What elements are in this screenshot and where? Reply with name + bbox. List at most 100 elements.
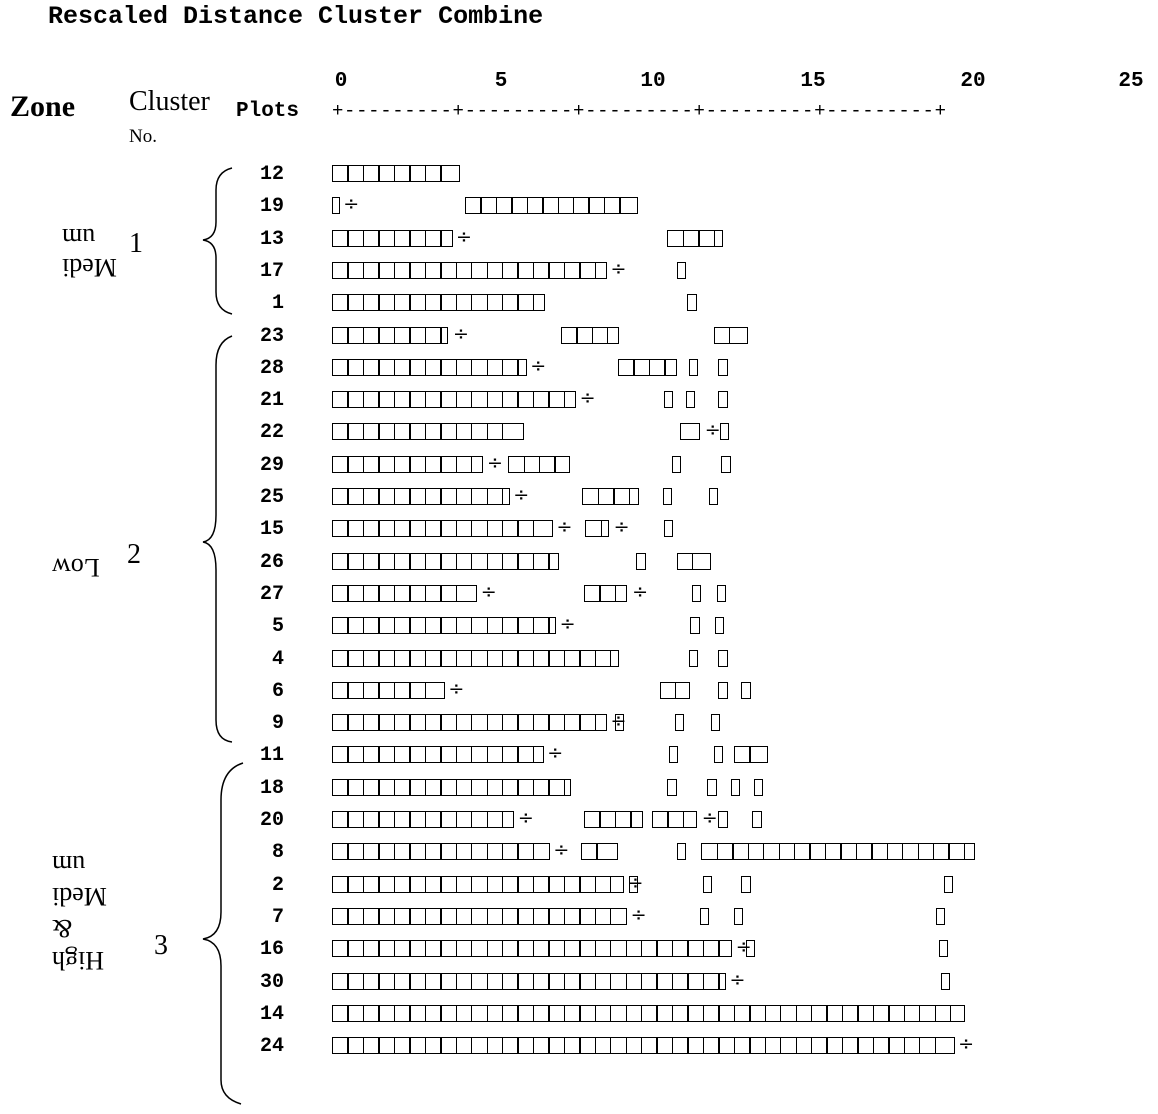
cell-divider [613,488,615,505]
cell-divider [641,972,643,990]
cell-divider [347,811,349,828]
cell-divider [501,552,504,570]
cell-divider [378,1004,380,1022]
cell-divider [610,1004,612,1022]
dendrogram-row [332,549,1132,575]
cell-divider [532,391,535,409]
cell-divider [424,811,427,828]
cell-divider [501,972,504,990]
plot-label: 26 [259,550,284,574]
cell-divider [594,1004,597,1022]
cell-divider [486,391,488,409]
divide-sign: ÷ [480,580,497,603]
cell-divider [440,714,442,732]
cell-divider [440,358,442,376]
plot-label: 5 [271,615,284,639]
cell-divider [393,972,396,990]
cell-divider [440,811,442,828]
cell-divider [656,1004,658,1022]
cell-divider [532,875,535,893]
dendrogram-segment [332,391,577,409]
cell-divider [778,843,780,861]
dendrogram-segment [753,778,764,796]
cell-divider [455,1037,457,1055]
cell-divider [747,843,749,861]
cell-divider [501,488,504,505]
cell-divider [667,811,669,828]
cell-divider [424,165,427,182]
cell-divider [393,617,396,635]
cell-divider [486,488,488,505]
cell-divider [501,617,504,635]
dendrogram-row [332,775,1132,801]
plot-label: 20 [259,809,284,832]
dendrogram-segment [628,875,638,893]
cell-divider [486,972,488,990]
cell-divider [840,843,842,861]
cell-divider [393,294,396,312]
cell-divider [440,165,442,182]
dendrogram-segment [676,261,686,279]
cell-divider [501,423,504,441]
cell-divider [517,520,519,538]
plot-label: 27 [259,582,284,606]
cell-divider [826,1004,828,1022]
cell-divider [597,488,600,505]
dendrogram-segment [719,423,730,441]
cell-divider [440,391,442,409]
cell-divider [517,552,519,570]
cell-divider [362,940,365,958]
cell-divider [362,294,365,312]
cell-divider [563,391,566,409]
cell-divider [826,1037,828,1055]
dendrogram-segment [674,714,685,732]
cell-divider [455,391,457,409]
cell-divider [440,972,442,990]
dendrogram-row [332,290,1132,316]
cell-divider [713,229,715,247]
cell-divider [641,1037,643,1055]
cell-divider [594,714,597,732]
cell-divider [393,520,396,538]
cell-divider [664,358,666,376]
cell-divider [347,520,349,538]
cell-divider [471,778,473,796]
plot-label: 19 [259,195,284,219]
cell-divider [486,1037,488,1055]
cell-divider [362,907,365,925]
cell-divider [614,584,617,602]
cell-divider [486,940,488,958]
cell-divider [347,1004,349,1022]
cell-divider [409,423,411,441]
cell-divider [486,649,488,667]
brace-cluster-1 [202,167,233,315]
dendrogram-segment [667,229,723,247]
cell-divider [841,1037,844,1055]
cell-divider [548,261,550,279]
cell-divider [682,229,685,247]
cell-divider [347,326,349,344]
cell-divider [517,617,519,635]
cell-divider [579,972,581,990]
cell-divider [393,1037,396,1055]
cell-divider [749,1004,751,1022]
cell-divider [702,940,705,958]
dendrogram-row: ÷ [332,484,1132,510]
cell-divider [471,261,473,279]
dendrogram-segment [664,391,674,409]
plot-label: 18 [259,776,284,800]
cell-divider [934,1004,936,1022]
cell-divider [563,778,566,796]
cell-divider [393,584,396,602]
cell-divider [424,843,427,861]
cell-divider [409,584,411,602]
dendrogram-segment [332,617,557,635]
dendrogram-row: ÷ [332,323,1132,349]
cell-divider [548,972,550,990]
cell-divider [599,584,601,602]
dendrogram-segment [617,358,677,376]
cell-divider [855,843,858,861]
plot-label: 11 [259,744,284,768]
brace-cluster-2 [202,335,233,743]
cell-divider [409,746,411,764]
